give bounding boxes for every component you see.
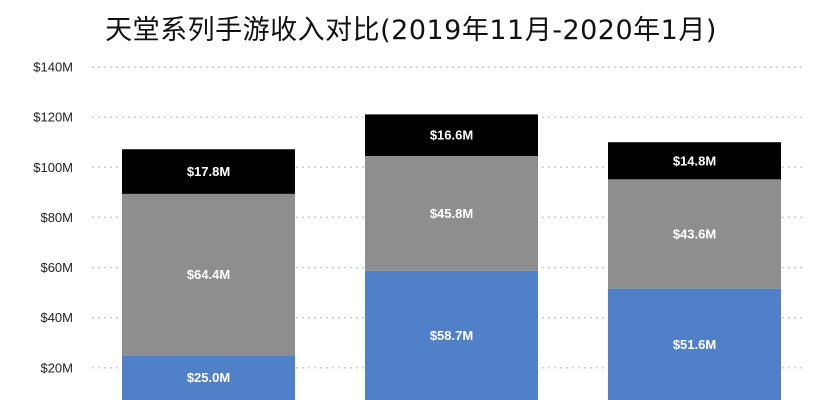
data-label-1-1: $45.8M [430,206,473,221]
data-label-2-2: $14.8M [673,153,716,168]
bar-segment-0-2 [122,149,295,194]
bar-segment-1-0 [365,270,538,400]
bar-segment-1-2 [365,114,538,157]
bar-segment-0-1 [122,193,295,356]
data-label-1-0: $58.7M [430,328,473,343]
y-tick-label-40: $40M [40,310,73,325]
bar-segment-1-1 [365,156,538,271]
data-label-2-1: $43.6M [673,226,716,241]
data-label-0-1: $64.4M [187,267,230,282]
y-tick-label-80: $80M [40,210,73,225]
data-label-0-0: $25.0M [187,370,230,385]
data-label-2-0: $51.6M [673,337,716,352]
bar-segment-2-0 [608,288,781,400]
y-tick-label-100: $100M [33,160,73,175]
y-tick-label-20: $20M [40,360,73,375]
bar-segment-2-1 [608,179,781,289]
data-label-1-2: $16.6M [430,128,473,143]
y-tick-label-140: $140M [33,60,73,75]
bar-segment-0-0 [122,355,295,400]
bar-segment-2-2 [608,142,781,180]
data-label-0-2: $17.8M [187,164,230,179]
y-tick-label-120: $120M [33,110,73,125]
y-tick-label-60: $60M [40,260,73,275]
chart-title: 天堂系列手游收入对比(2019年11月-2020年1月) [105,15,717,46]
